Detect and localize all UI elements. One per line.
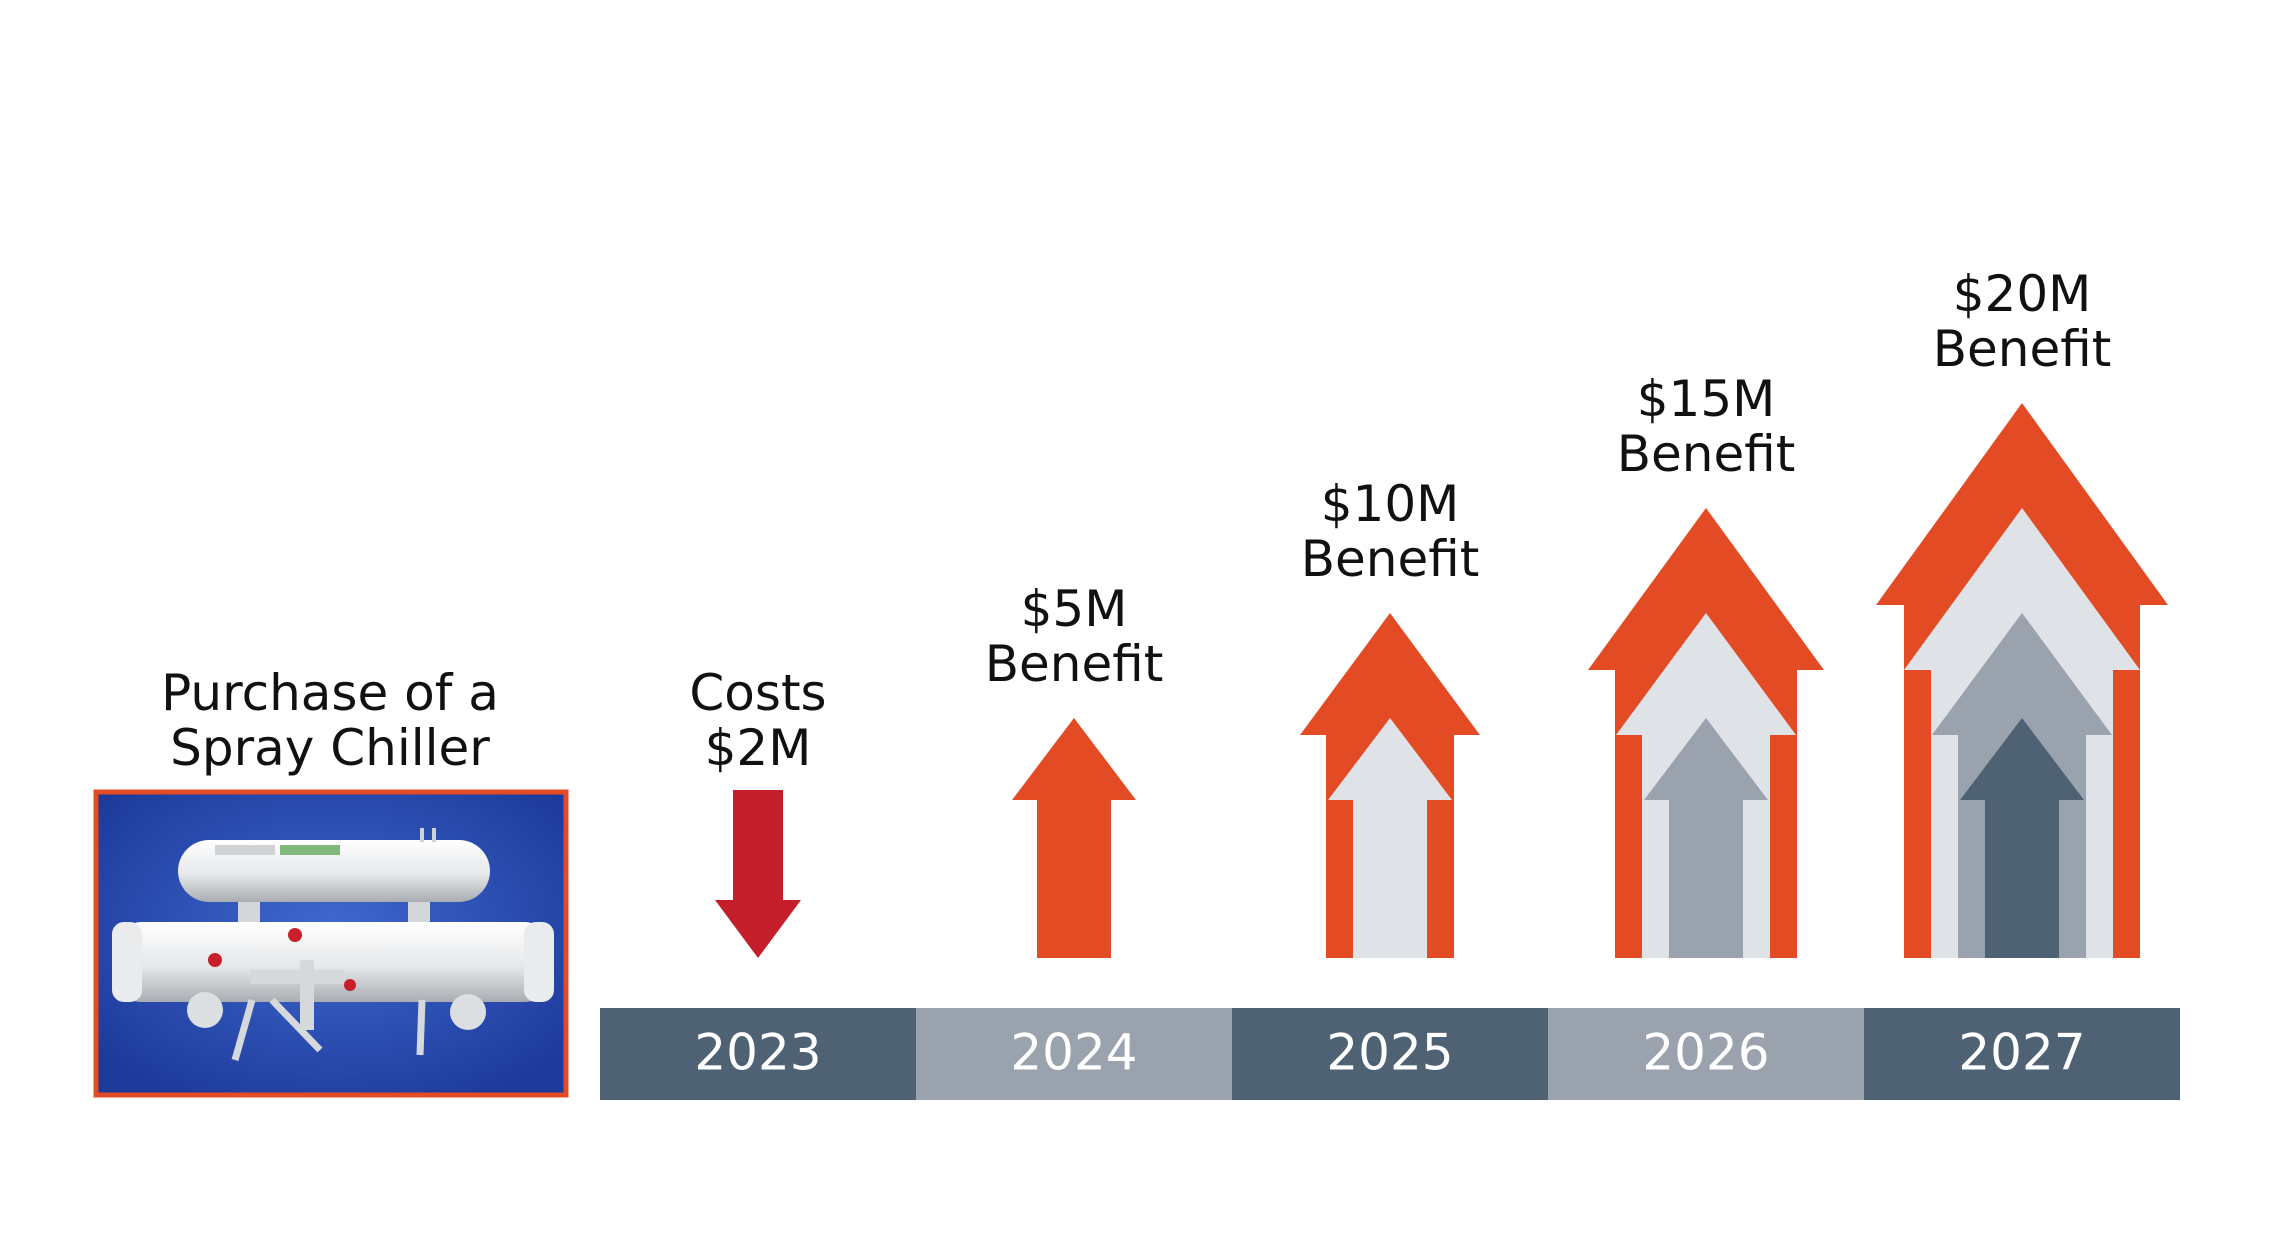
year-cell-2026 bbox=[1548, 1008, 1864, 1100]
step-label-2027-line2: Benefit bbox=[1933, 320, 2112, 378]
up-arrow-icon-2026-layer3 bbox=[1644, 718, 1768, 958]
step-label-2024-line1: $5M bbox=[1021, 580, 1128, 638]
year-timeline: 2023 2024 2025 2026 2027 bbox=[600, 1008, 2180, 1100]
step-label-2023-line2: $2M bbox=[705, 719, 812, 777]
year-cell-2023 bbox=[600, 1008, 916, 1100]
up-arrow-icon-2024-layer1 bbox=[1012, 718, 1136, 958]
year-cell-2025 bbox=[1232, 1008, 1548, 1100]
purchase-title-line1: Purchase of a bbox=[161, 664, 499, 722]
arrows-layer bbox=[715, 403, 2168, 958]
step-label-2027-line1: $20M bbox=[1953, 265, 2092, 323]
step-label-2025-line1: $10M bbox=[1321, 475, 1460, 533]
year-label-2027: 2027 bbox=[1958, 1024, 2085, 1082]
up-arrow-icon-2025-layer2 bbox=[1328, 718, 1452, 958]
up-arrow-icon-2027-layer4 bbox=[1960, 718, 2084, 958]
down-arrow-icon-2023 bbox=[715, 790, 801, 958]
purchase-title-line2: Spray Chiller bbox=[170, 719, 490, 777]
year-label-2023: 2023 bbox=[694, 1024, 821, 1082]
year-label-2025: 2025 bbox=[1326, 1024, 1453, 1082]
step-label-2026-line1: $15M bbox=[1637, 370, 1776, 428]
year-cell-2024 bbox=[916, 1008, 1232, 1100]
step-labels: Costs$2M$5MBenefit$10MBenefit$15MBenefit… bbox=[689, 265, 2111, 777]
spray-chiller-image bbox=[93, 789, 569, 1098]
step-label-2026-line2: Benefit bbox=[1617, 425, 1796, 483]
year-label-2026: 2026 bbox=[1642, 1024, 1769, 1082]
year-cell-2027 bbox=[1864, 1008, 2180, 1100]
year-label-2024: 2024 bbox=[1010, 1024, 1137, 1082]
step-label-2024-line2: Benefit bbox=[985, 635, 1164, 693]
step-label-2025-line2: Benefit bbox=[1301, 530, 1480, 588]
step-label-2023-line1: Costs bbox=[689, 664, 826, 722]
